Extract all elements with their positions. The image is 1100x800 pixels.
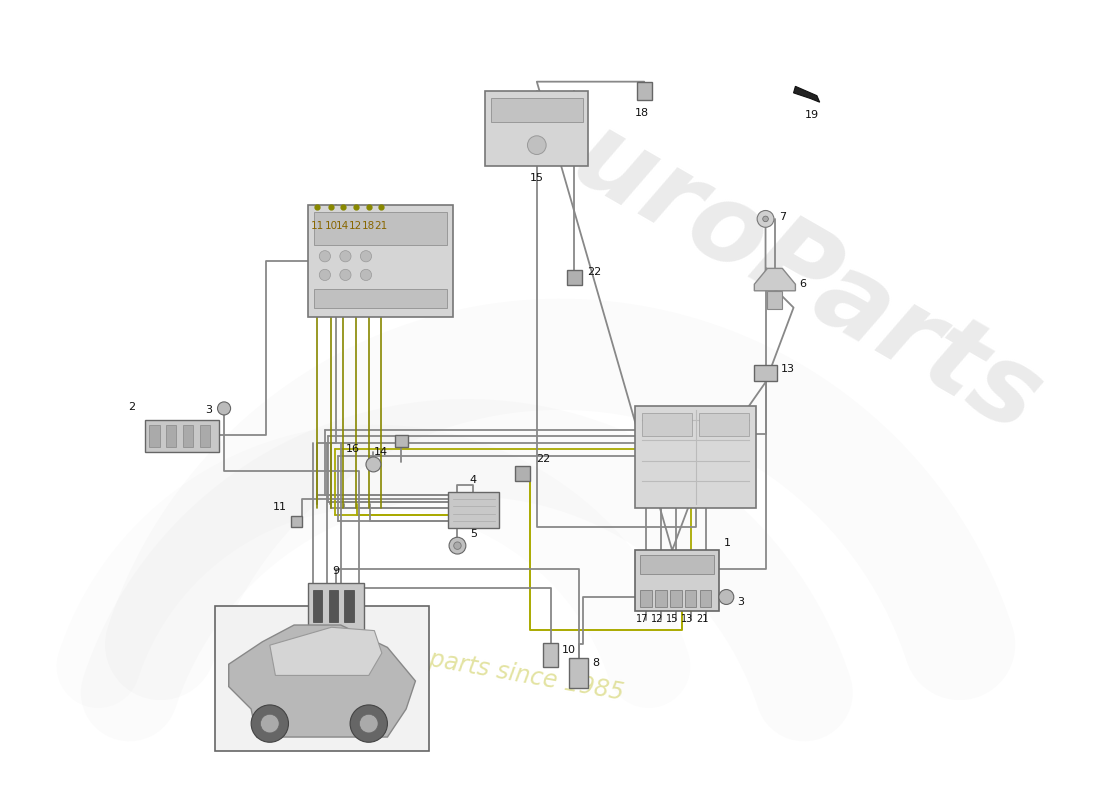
Bar xyxy=(701,590,712,607)
Text: 21: 21 xyxy=(696,614,708,624)
Text: 11: 11 xyxy=(273,502,287,512)
Text: 10: 10 xyxy=(324,221,338,230)
Bar xyxy=(448,493,499,528)
Text: 1: 1 xyxy=(724,538,730,548)
Bar xyxy=(635,550,719,611)
Bar xyxy=(329,590,338,622)
Text: 22: 22 xyxy=(536,454,550,464)
Circle shape xyxy=(361,250,372,262)
Circle shape xyxy=(366,457,381,472)
Text: 16: 16 xyxy=(345,445,360,454)
Bar xyxy=(485,91,588,166)
Text: 6: 6 xyxy=(799,279,806,290)
Bar xyxy=(314,212,448,245)
Polygon shape xyxy=(270,627,382,675)
Text: 4: 4 xyxy=(470,475,477,485)
Text: 13: 13 xyxy=(781,364,794,374)
Bar xyxy=(312,590,322,622)
Circle shape xyxy=(340,250,351,262)
Bar xyxy=(344,590,354,622)
Text: 19: 19 xyxy=(805,110,820,120)
Text: 2: 2 xyxy=(128,402,135,412)
Bar xyxy=(635,406,756,508)
Circle shape xyxy=(719,590,734,605)
Text: 15: 15 xyxy=(530,173,543,183)
Bar xyxy=(314,289,448,307)
Text: 15: 15 xyxy=(666,614,679,624)
Text: 18: 18 xyxy=(635,108,649,118)
Bar xyxy=(639,555,714,574)
Text: 21: 21 xyxy=(374,221,387,230)
Text: 7: 7 xyxy=(779,212,785,222)
Text: 14: 14 xyxy=(336,221,349,230)
Text: 10: 10 xyxy=(562,646,576,655)
Bar xyxy=(308,205,453,317)
Circle shape xyxy=(360,714,378,733)
Bar xyxy=(183,426,194,446)
Circle shape xyxy=(319,270,330,281)
Bar xyxy=(768,290,782,310)
Bar xyxy=(700,413,749,437)
Circle shape xyxy=(528,136,546,154)
Text: 12: 12 xyxy=(349,221,362,230)
Text: 14: 14 xyxy=(374,447,388,458)
Circle shape xyxy=(762,216,768,222)
Text: 12: 12 xyxy=(651,614,663,624)
Circle shape xyxy=(319,250,330,262)
Bar xyxy=(395,435,408,446)
Text: 8: 8 xyxy=(592,658,600,668)
Polygon shape xyxy=(229,625,416,737)
Circle shape xyxy=(449,538,466,554)
Bar xyxy=(637,82,651,100)
Circle shape xyxy=(261,714,279,733)
Bar xyxy=(166,426,176,446)
Circle shape xyxy=(340,270,351,281)
Circle shape xyxy=(361,270,372,281)
Circle shape xyxy=(251,705,288,742)
Text: 11: 11 xyxy=(311,221,324,230)
Bar xyxy=(642,413,692,437)
Bar xyxy=(543,642,559,667)
Bar xyxy=(515,466,530,482)
Text: 3: 3 xyxy=(206,406,212,415)
Bar xyxy=(570,658,589,687)
Polygon shape xyxy=(755,268,795,290)
Bar xyxy=(656,590,667,607)
Circle shape xyxy=(453,542,461,550)
Text: 5: 5 xyxy=(471,530,477,539)
Bar xyxy=(491,98,583,122)
Text: a passion for parts since 1985: a passion for parts since 1985 xyxy=(271,619,626,705)
Bar xyxy=(145,420,219,452)
Circle shape xyxy=(218,402,231,415)
Bar xyxy=(214,606,429,751)
Bar xyxy=(292,516,302,527)
Text: 22: 22 xyxy=(587,267,602,277)
Bar xyxy=(685,590,696,607)
Bar xyxy=(200,426,210,446)
Text: 18: 18 xyxy=(362,221,375,230)
Text: 17: 17 xyxy=(636,614,649,624)
Bar xyxy=(150,426,160,446)
Bar xyxy=(640,590,651,607)
Text: 9: 9 xyxy=(332,566,340,575)
Text: 3: 3 xyxy=(737,597,745,606)
Bar xyxy=(755,365,777,382)
Circle shape xyxy=(757,210,774,227)
Bar xyxy=(670,590,682,607)
Polygon shape xyxy=(793,86,820,102)
Text: 13: 13 xyxy=(681,614,693,624)
Bar xyxy=(308,583,364,630)
Text: euroParts: euroParts xyxy=(492,66,1058,455)
Bar xyxy=(566,270,582,285)
Circle shape xyxy=(350,705,387,742)
